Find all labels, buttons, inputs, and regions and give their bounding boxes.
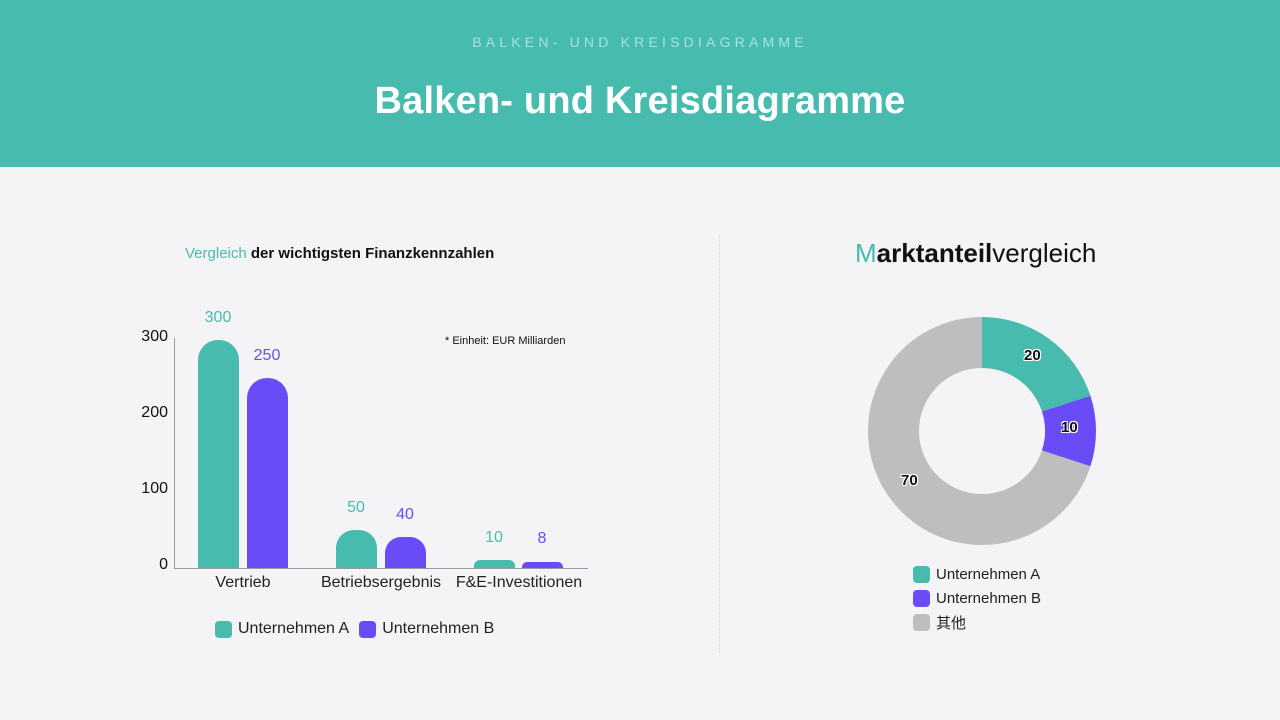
- bar-chart: 0 100 200 300 300 250 50 40 10 8 Vertrie…: [141, 309, 588, 591]
- bar-betriebsergebnis-b[interactable]: [385, 537, 426, 568]
- bar-fe-a[interactable]: [474, 560, 515, 568]
- y-tick-100: 100: [141, 480, 168, 497]
- donut-slice-a[interactable]: [982, 317, 1091, 412]
- bar-vertrieb-a[interactable]: [198, 340, 239, 568]
- donut-chart-title: Marktanteilvergleich: [855, 238, 1096, 269]
- legend-item-b[interactable]: Unternehmen B: [913, 589, 1041, 607]
- donut-title-initial: M: [855, 238, 877, 268]
- legend-swatch-a: [913, 565, 930, 583]
- value-label: 300: [204, 309, 232, 326]
- bar-chart-title-accent: Vergleich: [185, 245, 247, 262]
- donut-slice-other[interactable]: [868, 317, 1091, 545]
- y-tick-200: 200: [141, 404, 168, 421]
- donut-slice-b[interactable]: [1041, 395, 1096, 467]
- y-tick-0: 0: [159, 556, 168, 573]
- donut-chart: [868, 317, 1096, 545]
- bar-fe-b[interactable]: [522, 562, 563, 568]
- value-label: 10: [485, 529, 503, 546]
- x-category-betriebsergebnis: Betriebsergebnis: [320, 574, 442, 591]
- value-label: 50: [347, 499, 365, 516]
- legend-swatch-a: [215, 620, 232, 638]
- legend-swatch-b: [359, 620, 377, 638]
- value-label: 40: [396, 506, 414, 523]
- donut-title-rest: vergleich: [992, 238, 1097, 268]
- x-category-fe: F&E-Investitionen: [455, 574, 583, 591]
- donut-label-b: 10: [1061, 419, 1078, 436]
- bar-betriebsergebnis-a[interactable]: [336, 530, 377, 568]
- value-label: 250: [253, 347, 281, 364]
- legend-swatch-b: [913, 589, 930, 607]
- header-kicker: BALKEN- UND KREISDIAGRAMME: [472, 34, 808, 50]
- legend-label-b: Unternehmen B: [382, 620, 495, 637]
- unit-note: * Einheit: EUR Milliarden: [445, 335, 566, 347]
- legend-label-a: Unternehmen A: [238, 620, 350, 637]
- donut-label-a: 20: [1024, 347, 1041, 364]
- bar-chart-legend: Unternehmen A Unternehmen B: [215, 620, 494, 638]
- value-label: 8: [537, 530, 547, 547]
- legend-item-b[interactable]: Unternehmen B: [359, 620, 494, 638]
- bar-vertrieb-b[interactable]: [247, 378, 288, 568]
- legend-label-other: 其他: [936, 614, 967, 632]
- donut-chart-legend: Unternehmen A Unternehmen B 其他: [913, 565, 1041, 632]
- header-banner: BALKEN- UND KREISDIAGRAMME Balken- und K…: [0, 0, 1280, 167]
- page-title: Balken- und Kreisdiagramme: [374, 80, 906, 122]
- y-axis: [174, 338, 175, 569]
- panel-divider: [719, 235, 720, 653]
- legend-item-a[interactable]: Unternehmen A: [913, 565, 1041, 583]
- x-category-vertrieb: Vertrieb: [215, 574, 271, 591]
- y-tick-300: 300: [141, 328, 168, 345]
- legend-item-other[interactable]: 其他: [913, 613, 1041, 632]
- legend-label-b: Unternehmen B: [936, 589, 1042, 607]
- x-axis: [174, 568, 588, 569]
- donut-title-bold: arktanteil: [876, 238, 993, 268]
- legend-label-a: Unternehmen A: [936, 565, 1041, 583]
- legend-swatch-other: [913, 613, 930, 631]
- donut-label-other: 70: [901, 472, 918, 489]
- bar-chart-title: Vergleich der wichtigsten Finanzkennzahl…: [185, 245, 494, 262]
- bar-chart-title-rest: der wichtigsten Finanzkennzahlen: [246, 245, 495, 262]
- legend-item-a[interactable]: Unternehmen A: [215, 620, 349, 638]
